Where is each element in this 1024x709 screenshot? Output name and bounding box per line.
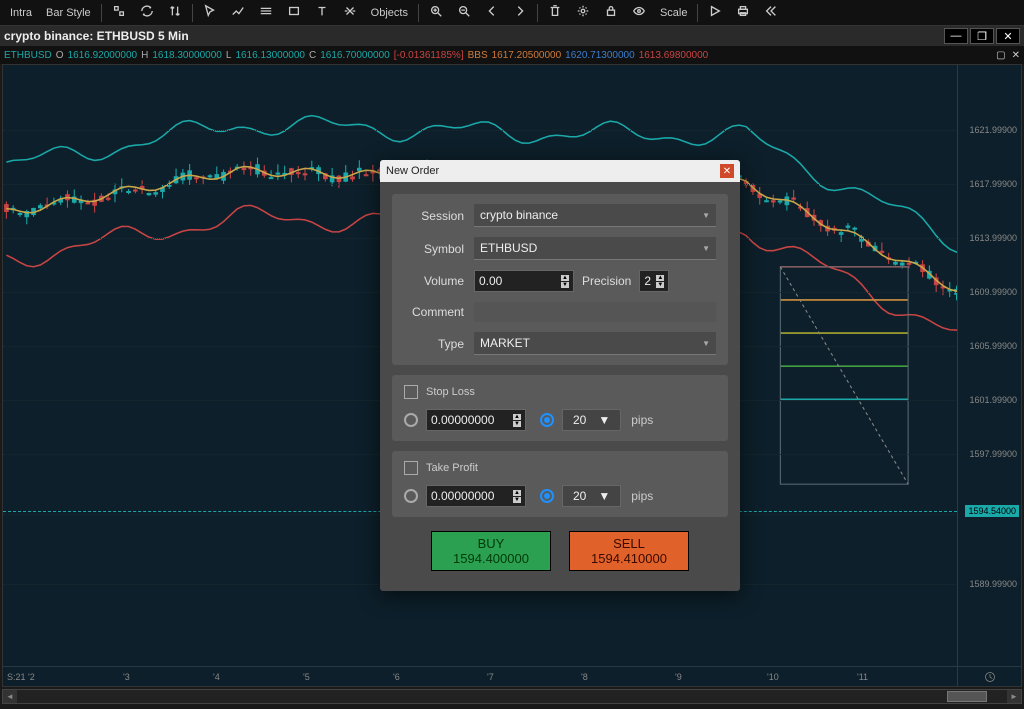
stoploss-checkbox[interactable] — [404, 385, 418, 399]
precision-label: Precision — [574, 274, 639, 288]
dialog-title: New Order — [386, 165, 439, 177]
remove-icon[interactable] — [339, 2, 361, 23]
session-label: Session — [404, 209, 474, 223]
buy-button[interactable]: BUY1594.400000 — [431, 531, 551, 571]
intra-menu[interactable]: Intra — [6, 5, 36, 21]
type-label: Type — [404, 337, 474, 351]
text-icon[interactable] — [311, 2, 333, 23]
play-icon[interactable] — [704, 2, 726, 23]
tp-pips-radio[interactable] — [540, 489, 554, 503]
eye-icon[interactable] — [628, 2, 650, 23]
close-button[interactable]: ✕ — [996, 28, 1020, 44]
new-order-dialog: New Order ✕ Session crypto binance▼ Symb… — [380, 160, 740, 591]
scale-menu[interactable]: Scale — [656, 5, 692, 21]
zoom-out-icon[interactable] — [453, 2, 475, 23]
minimize-button[interactable]: — — [944, 28, 968, 44]
tp-pips-select[interactable]: 20▼ — [562, 485, 621, 507]
window-title: crypto binance: ETHBUSD 5 Min — [4, 29, 189, 43]
precision-input[interactable]: 2▲▼ — [639, 270, 669, 292]
volume-input[interactable]: 0.00▲▼ — [474, 270, 574, 292]
x-axis[interactable]: S:21 '2'3'4'5'6'7'8'9'10'11 — [3, 666, 957, 686]
objects-menu[interactable]: Objects — [367, 5, 412, 21]
maximize-button[interactable]: ❐ — [970, 28, 994, 44]
sl-price-input[interactable]: 0.00000000▲▼ — [426, 409, 526, 431]
sync-icon[interactable] — [136, 2, 158, 23]
dialog-close-icon[interactable]: ✕ — [720, 164, 734, 178]
rect-icon[interactable] — [283, 2, 305, 23]
y-axis[interactable]: 1621.999001617.999001613.999001609.99900… — [957, 65, 1021, 666]
tp-price-input[interactable]: 0.00000000▲▼ — [426, 485, 526, 507]
symbol-label: ETHBUSD — [4, 50, 52, 61]
trend-icon[interactable] — [227, 2, 249, 23]
scroll-thumb[interactable] — [947, 691, 987, 702]
hline-icon[interactable] — [255, 2, 277, 23]
lock-icon[interactable] — [600, 2, 622, 23]
zoom-in-icon[interactable] — [425, 2, 447, 23]
sell-button[interactable]: SELL1594.410000 — [569, 531, 689, 571]
nav-left-icon[interactable] — [481, 2, 503, 23]
clock-icon[interactable] — [957, 666, 1021, 686]
h-scrollbar[interactable]: ◄ ► — [2, 689, 1022, 704]
cursor-icon[interactable] — [199, 2, 221, 23]
updown-icon[interactable] — [164, 2, 186, 23]
info-bar: ETHBUSD O1616.92000000 H1618.30000000 L1… — [0, 46, 1024, 64]
scroll-left-icon[interactable]: ◄ — [3, 690, 17, 703]
main-toolbar: Intra Bar Style Objects Scale — [0, 0, 1024, 26]
session-select[interactable]: crypto binance▼ — [474, 204, 716, 227]
tool-icon[interactable] — [108, 2, 130, 23]
volume-label: Volume — [404, 274, 474, 288]
stoploss-label: Stop Loss — [426, 386, 475, 398]
collapse-icon[interactable] — [760, 2, 782, 23]
print-icon[interactable] — [732, 2, 754, 23]
dialog-header[interactable]: New Order ✕ — [380, 160, 740, 182]
type-select[interactable]: MARKET▼ — [474, 332, 716, 355]
symbol-field-label: Symbol — [404, 242, 474, 256]
sl-pips-select[interactable]: 20▼ — [562, 409, 621, 431]
tp-price-radio[interactable] — [404, 489, 418, 503]
panel-close-icon[interactable]: ✕ — [1012, 50, 1020, 61]
takeprofit-label: Take Profit — [426, 462, 478, 474]
panel-expand-icon[interactable]: ▢ — [996, 50, 1005, 61]
nav-right-icon[interactable] — [509, 2, 531, 23]
comment-input[interactable] — [474, 302, 716, 322]
takeprofit-checkbox[interactable] — [404, 461, 418, 475]
sl-price-radio[interactable] — [404, 413, 418, 427]
symbol-select[interactable]: ETHBUSD▼ — [474, 237, 716, 260]
gear-icon[interactable] — [572, 2, 594, 23]
bar-style-menu[interactable]: Bar Style — [42, 5, 95, 21]
comment-label: Comment — [404, 305, 474, 319]
sl-pips-radio[interactable] — [540, 413, 554, 427]
scroll-right-icon[interactable]: ► — [1007, 690, 1021, 703]
trash-icon[interactable] — [544, 2, 566, 23]
window-titlebar: crypto binance: ETHBUSD 5 Min — ❐ ✕ — [0, 26, 1024, 46]
pips-unit: pips — [631, 413, 653, 427]
